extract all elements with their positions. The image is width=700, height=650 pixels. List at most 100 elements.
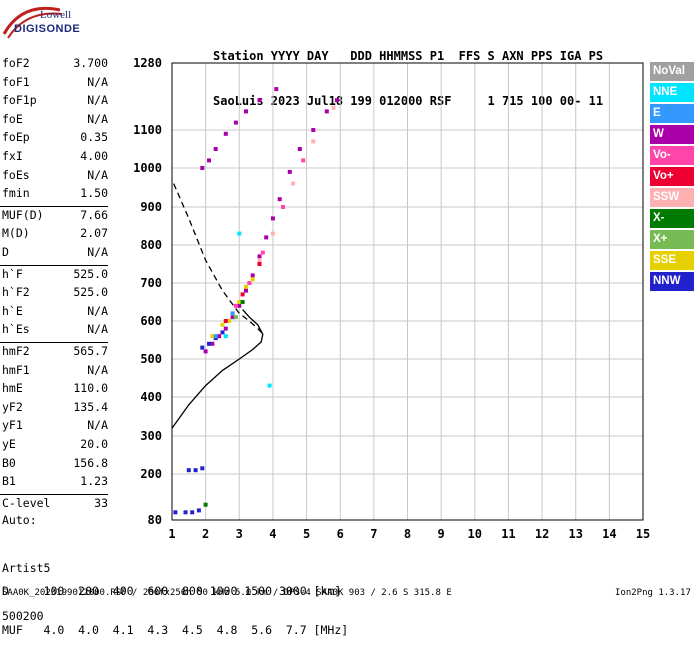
y-tick-label: 300 [140,429,162,443]
param-name: foE [2,111,23,126]
y-tick-label: 700 [140,276,162,290]
param-row: B0 156.8 [0,456,165,474]
x-tick-label: 15 [636,527,650,541]
ionogram-plot: 1 2 3 4 5 6 7 8 9 10 11 12 13 14 151280110010009008007… [133,56,650,541]
y-tick-label: 80 [148,513,162,527]
echo-point-w [233,120,238,125]
echo-point-vo- [240,292,245,297]
param-value: 4.00 [80,149,108,163]
echo-point-ssw [331,105,336,110]
param-row: MUF(D) 7.66 [0,208,165,226]
echo-point-w [200,166,205,170]
echo-point-ssw [311,139,316,144]
param-name: yE [2,437,16,451]
param-value: 135.4 [73,399,108,414]
x-tick-label: 12 [535,527,549,541]
echo-point-nnw [196,508,201,513]
x-tick-label: 1 [168,527,175,541]
param-row: foF2 3.700 [0,56,165,74]
param-row: foF1p N/A [0,93,165,111]
legend-item: SSE [650,251,694,270]
echo-point-ssw [291,181,296,186]
echo-point-w [250,273,255,278]
param-value: 110.0 [73,381,108,396]
echo-point-vo- [257,262,262,266]
y-tick-label: 400 [140,390,162,404]
param-separator [0,264,108,266]
echo-point-w [217,334,222,339]
echo-point-vo- [281,205,285,209]
param-row: h`F 525.0 [0,267,165,285]
echo-point-nnw [200,345,205,350]
legend-item: NNW [650,272,694,291]
legend-item: SSW [650,188,694,207]
polarization-legend: NoVal NNE E W Vo- Vo+ SSW X- X+ SSE NNW [650,62,694,293]
x-tick-label: 13 [568,527,582,541]
param-row: foF1 N/A [0,75,165,93]
param-row: foEs N/A [0,168,165,186]
muf-row: MUF 4.0 4.0 4.1 4.3 4.5 4.8 5.6 7.7 [MHz… [2,623,349,637]
echo-point-w [311,128,316,132]
echo-point-w [237,303,242,308]
x-tick-label: 10 [468,527,482,541]
param-value: 20.0 [80,437,108,451]
echo-point-w [223,131,228,136]
legend-item: Vo- [650,146,694,165]
y-tick-label: 1000 [133,161,162,175]
muf-table: D 100 200 400 600 800 1000 1500 3000 [km… [2,559,348,650]
param-row: foE N/A [0,112,165,130]
plot-frame [171,62,644,521]
param-value: N/A [87,362,108,377]
x-tick-label: 4 [269,527,276,541]
param-separator [0,205,108,207]
param-value: 565.7 [73,344,108,358]
param-row: h`F2 525.0 [0,285,165,303]
echo-point-w [257,98,262,103]
param-name: yF1 [2,418,23,433]
header-line-1: Station YYYY DAY DDD HHMMSS P1 FFS S AXN… [213,49,604,63]
param-row: M(D) 2.07 [0,226,165,244]
echo-point-nnw [173,510,178,515]
echo-point-w [287,169,292,174]
param-name: D [2,245,9,259]
echo-point-x- [233,315,238,320]
y-tick-label: 1280 [133,56,162,70]
param-separator [0,342,108,343]
param-value: 0.35 [80,130,108,145]
param-name: h`Es [2,322,30,337]
echo-point-w [334,98,339,103]
echo-point-nnw [220,330,225,335]
param-row: hmE 110.0 [0,381,165,399]
x-tick-label: 11 [501,527,515,541]
echo-point-sse [250,277,255,282]
echo-point-vo- [247,281,252,285]
legend-item: NoVal [650,62,694,81]
echo-point-x- [203,502,208,507]
param-value: N/A [87,167,108,182]
legend-item: NNE [650,83,694,102]
x-tick-label: 8 [404,527,411,541]
param-separator [0,493,108,495]
distance-row: D 100 200 400 600 800 1000 1500 3000 [km… [2,584,342,598]
logo-text-digisonde: DIGISONDE [14,23,81,35]
echo-point-vo- [233,303,238,308]
y-tick-label: 500 [140,352,162,366]
echo-point-w [270,216,275,221]
echo-point-nnw [183,510,188,515]
y-tick-label: 900 [140,200,162,214]
param-row: hmF2 565.7 [0,344,165,362]
param-value: N/A [87,322,108,337]
echo-point-w [223,326,228,331]
station-header: Station YYYY DAY DDD HHMMSS P1 FFS S AXN… [213,19,603,124]
echo-point-x- [240,300,245,304]
echo-point-w [297,147,302,151]
param-value: N/A [87,74,108,89]
param-row: yF2 135.4 [0,400,165,418]
param-name: h`F2 [2,285,30,300]
echo-point-w [244,109,248,114]
legend-item: E [650,104,694,123]
echo-point-vo- [223,319,228,323]
echo-point-nnw [200,466,205,471]
x-tick-label: 3 [236,527,243,541]
echo-point-w [210,341,215,346]
